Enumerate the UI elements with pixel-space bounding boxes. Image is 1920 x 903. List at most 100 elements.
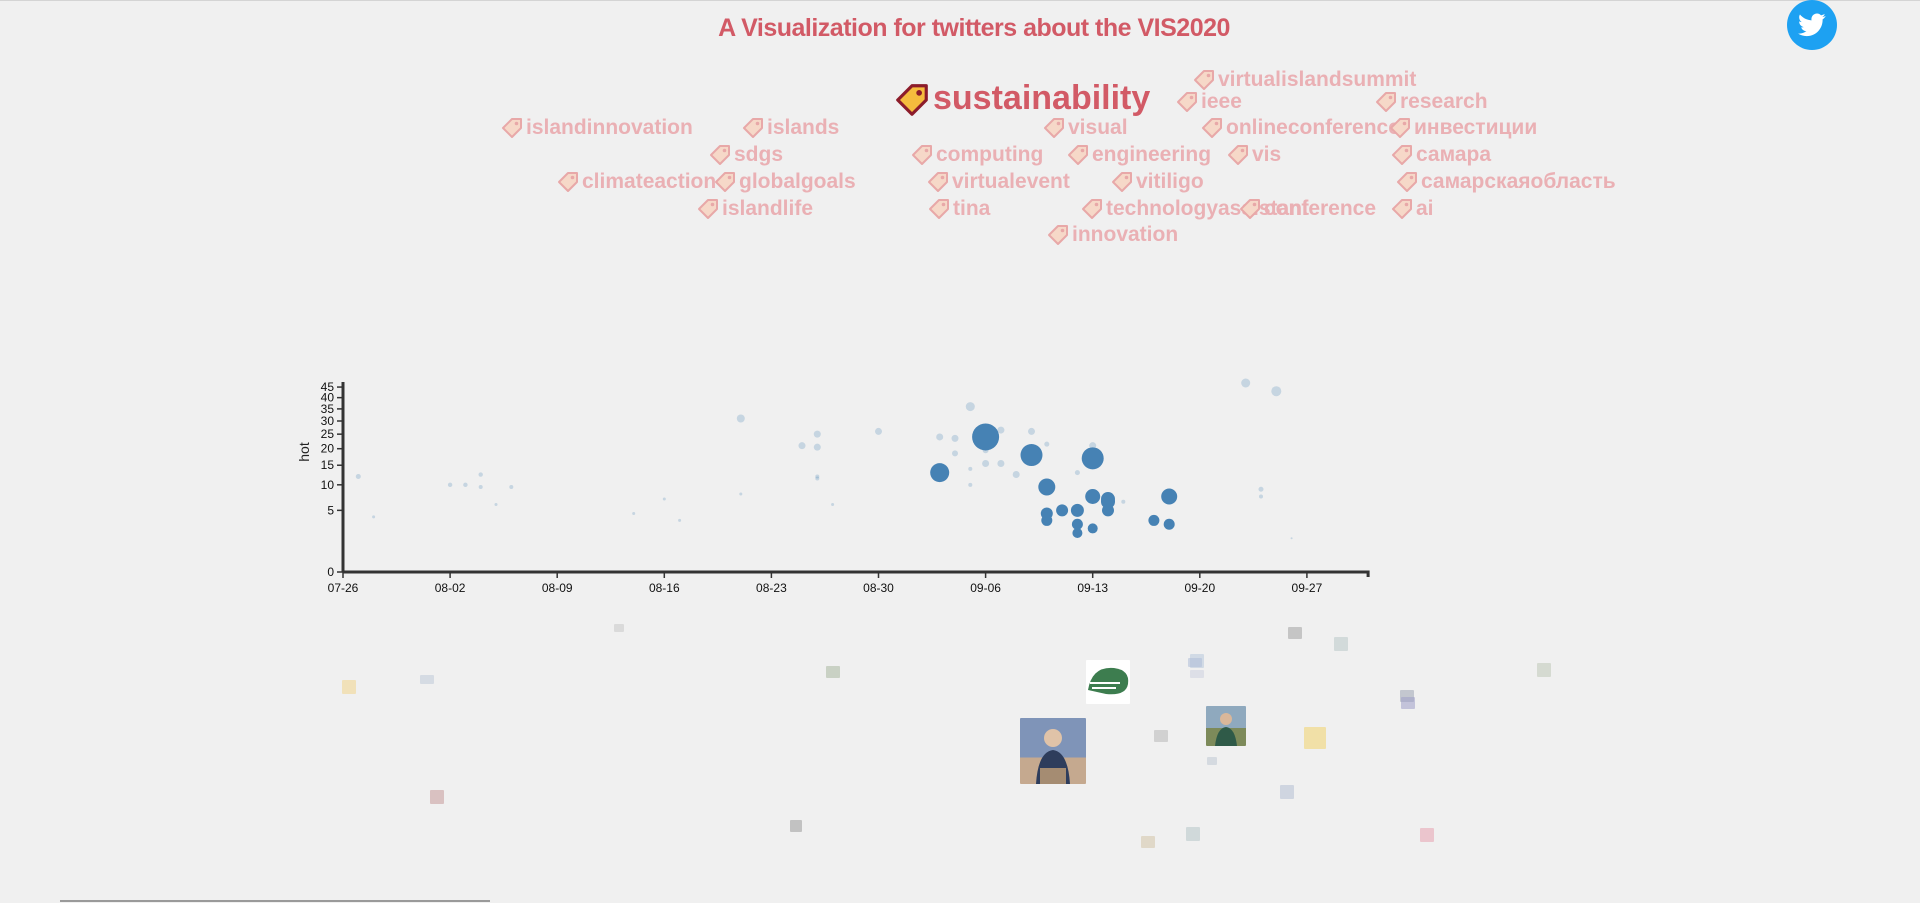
hashtag-5[interactable]: islands	[741, 115, 839, 141]
data-point[interactable]	[1038, 478, 1056, 496]
hashtag-20[interactable]: tina	[927, 196, 990, 222]
thumb-small[interactable]	[790, 820, 802, 832]
data-point[interactable]	[1012, 471, 1020, 479]
data-point[interactable]	[1041, 514, 1053, 526]
thumb-small[interactable]	[1154, 730, 1168, 742]
thumb-small[interactable]	[420, 675, 434, 684]
data-point[interactable]	[1044, 441, 1050, 447]
data-point[interactable]	[662, 497, 666, 501]
thumb-small[interactable]	[1401, 697, 1415, 709]
data-point[interactable]	[1161, 488, 1178, 505]
data-point[interactable]	[982, 459, 990, 467]
data-point[interactable]	[355, 474, 361, 479]
data-point[interactable]	[494, 502, 498, 506]
data-point[interactable]	[997, 426, 1005, 434]
data-point[interactable]	[930, 463, 950, 483]
data-point[interactable]	[997, 459, 1005, 467]
data-point[interactable]	[815, 476, 820, 481]
thumb-small[interactable]	[1207, 757, 1217, 765]
hashtag-9[interactable]: sdgs	[708, 142, 783, 168]
data-point[interactable]	[965, 402, 975, 412]
data-point[interactable]	[951, 434, 959, 442]
data-point[interactable]	[1028, 427, 1035, 435]
data-point[interactable]	[1071, 518, 1083, 530]
data-point[interactable]	[813, 443, 821, 451]
data-point[interactable]	[739, 492, 743, 496]
data-point[interactable]	[972, 423, 1000, 451]
hashtag-24[interactable]: innovation	[1046, 222, 1178, 248]
thumb-small[interactable]	[1186, 827, 1200, 841]
data-point[interactable]	[1056, 504, 1069, 517]
data-point[interactable]	[1148, 514, 1160, 526]
thumb-person-outdoor[interactable]	[1206, 706, 1246, 746]
data-point[interactable]	[509, 485, 514, 490]
data-point[interactable]	[478, 485, 483, 490]
hashtag-11[interactable]: engineering	[1066, 142, 1211, 168]
hashtag-0[interactable]: sustainability	[893, 78, 1150, 119]
data-point[interactable]	[1259, 494, 1263, 499]
data-point[interactable]	[1085, 489, 1101, 505]
thumb-small[interactable]	[1288, 627, 1302, 639]
hashtag-15[interactable]: globalgoals	[713, 169, 856, 195]
hashtag-23[interactable]: ai	[1390, 196, 1434, 222]
data-point[interactable]	[875, 427, 882, 435]
twitter-button[interactable]	[1787, 0, 1837, 50]
hashtag-14[interactable]: climateaction	[556, 169, 716, 195]
thumb-small[interactable]	[1334, 637, 1348, 651]
hashtag-12[interactable]: vis	[1226, 142, 1281, 168]
thumb-small[interactable]	[1188, 658, 1202, 667]
thumb-small[interactable]	[826, 666, 840, 678]
data-point[interactable]	[736, 414, 745, 423]
data-point[interactable]	[815, 474, 820, 479]
data-point[interactable]	[813, 430, 821, 438]
hashtag-13[interactable]: самара	[1390, 142, 1491, 168]
data-point[interactable]	[678, 518, 682, 522]
hashtag-16[interactable]: virtualevent	[926, 169, 1070, 195]
data-point[interactable]	[968, 466, 973, 471]
data-point[interactable]	[968, 482, 973, 487]
thumb-small[interactable]	[1141, 836, 1155, 848]
data-point[interactable]	[1121, 499, 1126, 504]
data-point[interactable]	[1163, 518, 1175, 530]
data-point[interactable]	[1087, 523, 1098, 534]
data-point[interactable]	[478, 472, 483, 477]
thumb-small[interactable]	[430, 790, 444, 804]
hashtag-19[interactable]: islandlife	[696, 196, 813, 222]
hashtag-8[interactable]: инвестиции	[1388, 115, 1537, 141]
data-point[interactable]	[463, 482, 468, 488]
thumb-small[interactable]	[342, 680, 356, 694]
hashtag-4[interactable]: islandinnovation	[500, 115, 693, 141]
hashtag-1[interactable]: virtualislandsummit	[1192, 67, 1416, 93]
data-point[interactable]	[1074, 470, 1080, 476]
data-point[interactable]	[1290, 537, 1293, 540]
thumb-person-speaker[interactable]	[1020, 718, 1086, 784]
data-point[interactable]	[1101, 494, 1115, 509]
data-point[interactable]	[1089, 442, 1097, 450]
data-point[interactable]	[952, 450, 958, 457]
data-point[interactable]	[1241, 378, 1251, 388]
thumb-small[interactable]	[1304, 727, 1326, 749]
hashtag-3[interactable]: research	[1374, 89, 1488, 115]
data-point[interactable]	[1070, 503, 1084, 517]
hashtag-10[interactable]: computing	[910, 142, 1043, 168]
data-point[interactable]	[798, 442, 806, 450]
hashtag-7[interactable]: onlineconference	[1200, 115, 1400, 141]
horizontal-scrollbar[interactable]	[60, 900, 490, 902]
thumb-small[interactable]	[1420, 828, 1434, 842]
hashtag-17[interactable]: vitiligo	[1110, 169, 1204, 195]
thumb-island-innovation-logo[interactable]	[1086, 660, 1130, 704]
data-point[interactable]	[936, 433, 944, 441]
data-point[interactable]	[1072, 528, 1083, 539]
data-point[interactable]	[447, 482, 453, 488]
data-point[interactable]	[831, 502, 835, 506]
hashtag-2[interactable]: ieee	[1175, 89, 1242, 115]
hashtag-18[interactable]: самарскаяобласть	[1395, 169, 1616, 195]
data-point[interactable]	[1020, 444, 1043, 467]
hashtag-22[interactable]: conference	[1238, 196, 1376, 222]
thumb-small[interactable]	[614, 624, 624, 632]
data-point[interactable]	[1271, 386, 1282, 397]
thumb-small[interactable]	[1190, 670, 1204, 678]
data-point[interactable]	[1081, 447, 1104, 470]
data-point[interactable]	[372, 515, 376, 519]
data-point[interactable]	[1102, 504, 1114, 517]
